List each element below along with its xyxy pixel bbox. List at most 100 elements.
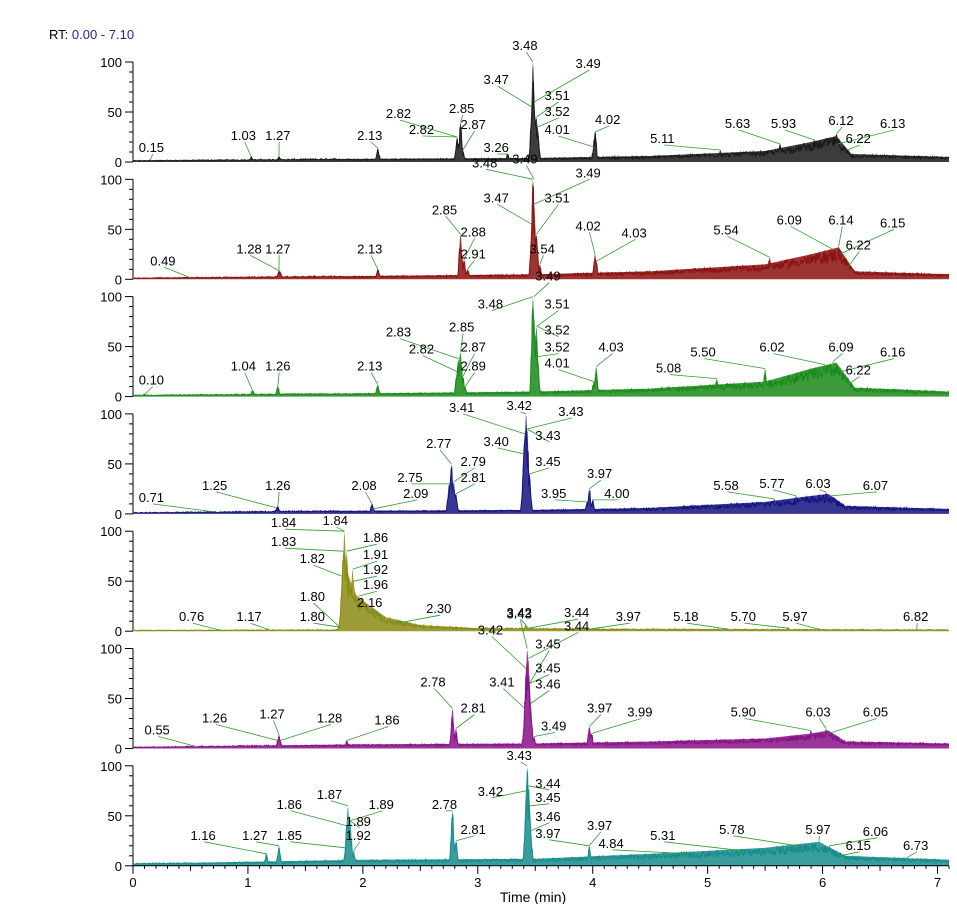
peak-leader-line [373, 499, 418, 510]
y-tick-label: 100 [100, 524, 122, 539]
peak-leader-line [528, 632, 579, 659]
peak-label: 3.26 [484, 140, 509, 155]
peak-label: 1.27 [265, 241, 290, 256]
peak-leader-line [744, 622, 789, 629]
peak-label: 5.70 [731, 609, 756, 624]
peak-label: 4.02 [595, 112, 620, 127]
peak-leader-line [727, 235, 770, 258]
peak-label: 3.45 [535, 637, 560, 652]
peak-label: 1.89 [346, 814, 371, 829]
peak-leader-line [370, 608, 382, 617]
peak-label: 1.80 [300, 589, 325, 604]
peak-leader-line [527, 428, 550, 443]
peak-leader-line [533, 282, 550, 297]
peak-leader-line [497, 447, 524, 455]
peak-leader-line [349, 820, 360, 829]
peak-leader-line [491, 296, 534, 311]
peak-leader-line [528, 618, 579, 629]
peak-leader-line [463, 238, 475, 260]
peak-label: 3.97 [587, 701, 612, 716]
y-tick-label: 50 [108, 574, 122, 589]
peak-leader-line [422, 135, 458, 138]
peak-leader-line [533, 69, 590, 103]
peak-label: 6.16 [880, 345, 905, 360]
peak-label: 6.22 [846, 237, 871, 252]
peak-label: 1.87 [317, 787, 342, 802]
peak-label: 6.03 [805, 476, 830, 491]
peak-label: 6.02 [759, 340, 784, 355]
peak-leader-line [370, 255, 379, 270]
panel-2: 0 50 100 0.49 1.28 1.27 2.13 2.85 2.88 2.91 3.47 3.… [100, 151, 950, 287]
peak-label: 2.08 [351, 478, 376, 493]
peak-label: 0.71 [139, 490, 164, 505]
peak-label: 4.01 [544, 356, 569, 371]
peak-leader-line [462, 130, 475, 151]
peak-label: 5.90 [731, 705, 756, 720]
peak-leader-line [773, 489, 797, 497]
peak-leader-line [536, 101, 559, 118]
peak-label: 2.81 [461, 822, 486, 837]
peak-label: 0.10 [139, 373, 164, 388]
peak-label: 3.49 [575, 165, 600, 180]
peak-leader-line [594, 125, 610, 133]
peak-leader-line [733, 835, 798, 847]
peak-leader-line [784, 129, 815, 141]
peak-label: 4.03 [621, 225, 646, 240]
peak-leader-line [485, 168, 534, 180]
peak-label: 5.97 [782, 609, 807, 624]
peak-label: 1.26 [202, 711, 227, 726]
peak-leader-line [277, 372, 280, 387]
peak-leader-line [244, 372, 253, 391]
peak-label: 3.52 [544, 323, 569, 338]
peak-label: 2.83 [386, 325, 411, 340]
peak-leader-line [370, 372, 379, 385]
peak-leader-line [164, 266, 190, 278]
peak-leader-line [773, 353, 825, 365]
trace-line [132, 81, 950, 162]
peak-label: 3.45 [535, 454, 560, 469]
peak-label: 1.96 [363, 577, 388, 592]
peak-leader-line [527, 417, 573, 430]
peak-label: 1.28 [317, 711, 342, 726]
x-tick-label: 2 [359, 875, 366, 890]
rt-prefix: RT: [49, 27, 69, 42]
peak-leader-line [744, 718, 812, 731]
peak-label: 6.09 [777, 212, 802, 227]
peak-leader-line [530, 822, 550, 832]
peak-leader-line [529, 650, 550, 684]
x-tick-label: 3 [474, 875, 481, 890]
peak-label: 6.22 [846, 131, 871, 146]
peak-label: 6.05 [863, 705, 888, 720]
peak-leader-line [839, 228, 895, 255]
peak-label: 1.27 [265, 128, 290, 143]
peak-leader-line [664, 144, 721, 151]
peak-label: 3.95 [541, 486, 566, 501]
peak-label: 2.30 [426, 601, 451, 616]
peak-leader-line [520, 411, 527, 415]
peak-leader-line [847, 251, 860, 268]
x-axis: 0 1 2 3 4 5 6 7 Time (min) [129, 865, 950, 904]
peak-leader-line [819, 718, 827, 729]
y-tick-label: 50 [108, 457, 122, 472]
peak-leader-line [520, 761, 528, 767]
peak-label: 1.26 [265, 478, 290, 493]
peak-leader-line [554, 499, 587, 503]
peak-label: 3.41 [449, 400, 474, 415]
peak-leader-line [350, 810, 383, 822]
peak-leader-line [591, 718, 642, 734]
peak-label: 3.97 [616, 609, 641, 624]
peak-leader-line [528, 785, 550, 791]
peak-label: 3.52 [544, 340, 569, 355]
peak-leader-line [558, 369, 594, 382]
peak-label: 3.44 [564, 605, 589, 620]
peak-label: 1.26 [265, 359, 290, 374]
peak-leader-line [669, 374, 717, 379]
y-tick-label: 0 [115, 272, 122, 287]
x-tick-label: 0 [129, 875, 136, 890]
peak-label: 2.87 [461, 117, 486, 132]
y-tick-label: 0 [115, 155, 122, 170]
peak-label: 6.13 [880, 116, 905, 131]
peak-leader-line [353, 575, 377, 582]
peak-label: 2.13 [357, 241, 382, 256]
peak-label: 2.81 [461, 470, 486, 485]
